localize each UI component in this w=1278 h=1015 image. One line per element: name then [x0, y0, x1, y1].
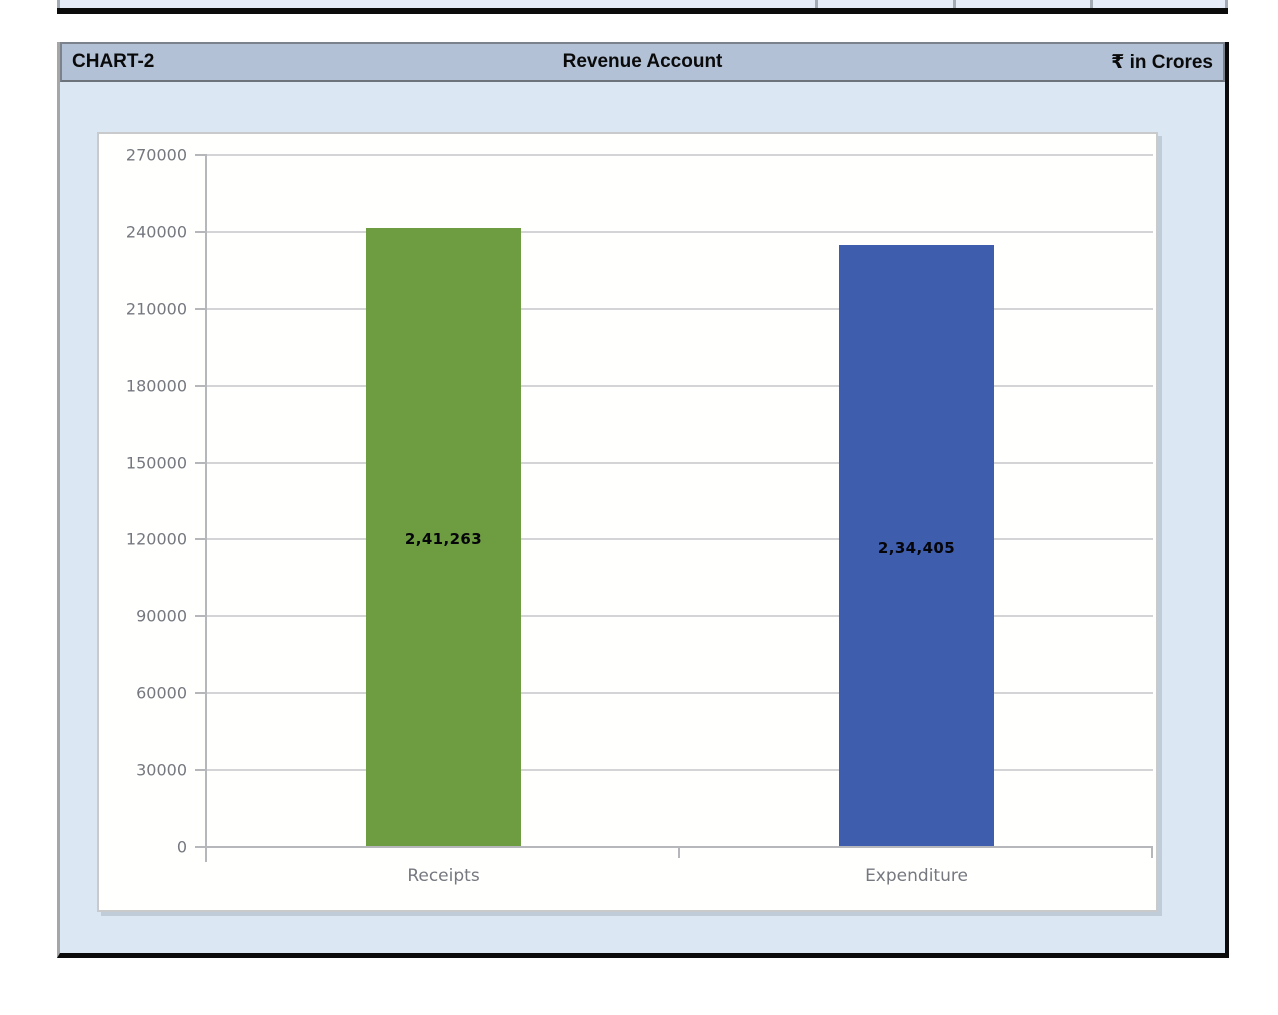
table-cell-divider: [1225, 0, 1228, 8]
y-axis-tick: [195, 538, 207, 541]
y-axis-label: 180000: [125, 376, 187, 396]
table-cell-divider: [953, 0, 956, 8]
y-axis-label: 60000: [136, 683, 187, 703]
chart-label: CHART-2: [72, 51, 155, 72]
unit-label: ₹ in Crores: [1111, 51, 1213, 73]
y-axis-label: 30000: [136, 760, 187, 780]
y-axis-tick: [195, 461, 207, 464]
y-axis-label: 120000: [125, 529, 187, 549]
table-bottom-border: [57, 8, 1228, 14]
x-axis-category-label: Receipts: [407, 866, 480, 886]
chart-container: CHART-2 Revenue Account ₹ in Crores 0 300…: [57, 42, 1229, 958]
gridline: [207, 384, 1153, 387]
y-axis-tick: [195, 769, 207, 772]
y-axis-label: 150000: [125, 453, 187, 473]
gridline: [207, 230, 1153, 233]
gridline: [207, 615, 1153, 618]
cropped-table-row: [57, 0, 1228, 8]
x-axis-tick: [678, 846, 680, 858]
gridline: [207, 692, 1153, 695]
y-axis-tick: [195, 384, 207, 387]
bar-value-label: 2,41,263: [404, 529, 483, 548]
y-axis-tick: [195, 154, 207, 156]
y-axis-label: 240000: [125, 222, 187, 242]
gridline: [207, 154, 1153, 156]
y-axis-label: 210000: [125, 299, 187, 319]
y-axis-tick: [195, 307, 207, 310]
table-cell-divider: [57, 0, 60, 8]
x-axis-tick: [1151, 846, 1153, 858]
bar-receipts: [366, 227, 521, 846]
plot-panel: 0 30000 60000 90000 120000 150000 180000 210000…: [97, 132, 1158, 912]
y-axis-label: 90000: [136, 606, 187, 626]
y-axis-tick: [195, 230, 207, 233]
gridline: [207, 461, 1153, 464]
gridline: [207, 307, 1153, 310]
bar-expenditure: [839, 245, 994, 846]
x-axis-category-label: Expenditure: [865, 866, 968, 886]
y-axis-label: 270000: [125, 145, 187, 165]
y-axis-line: [205, 154, 207, 862]
bar-value-label: 2,34,405: [877, 538, 956, 557]
y-axis-tick: [195, 615, 207, 618]
table-cell-divider: [1090, 0, 1093, 8]
gridline: [207, 769, 1153, 772]
table-cell-divider: [815, 0, 818, 8]
y-axis-tick: [195, 846, 207, 848]
y-axis-tick: [195, 692, 207, 695]
plot-area: 0 30000 60000 90000 120000 150000 180000 210000…: [99, 134, 1156, 910]
chart-header: CHART-2 Revenue Account ₹ in Crores: [60, 42, 1225, 82]
y-axis-label: 0: [176, 837, 187, 857]
gridline: [207, 538, 1153, 541]
chart-title: Revenue Account: [562, 51, 723, 72]
